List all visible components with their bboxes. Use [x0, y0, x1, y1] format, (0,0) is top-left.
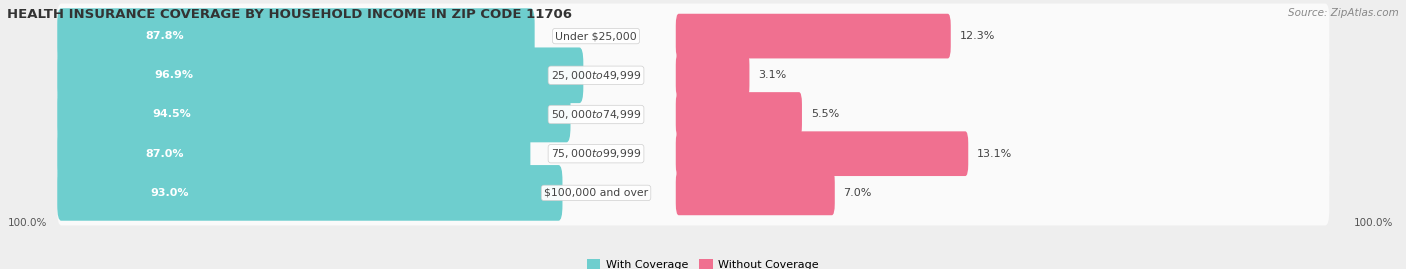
- FancyBboxPatch shape: [676, 131, 969, 176]
- Text: 100.0%: 100.0%: [7, 218, 46, 228]
- FancyBboxPatch shape: [58, 87, 571, 142]
- Text: $50,000 to $74,999: $50,000 to $74,999: [551, 108, 641, 121]
- FancyBboxPatch shape: [58, 126, 530, 182]
- Text: $75,000 to $99,999: $75,000 to $99,999: [551, 147, 641, 160]
- FancyBboxPatch shape: [676, 171, 835, 215]
- Text: 3.1%: 3.1%: [758, 70, 786, 80]
- Text: 13.1%: 13.1%: [977, 149, 1012, 159]
- Text: 93.0%: 93.0%: [150, 188, 190, 198]
- Text: 12.3%: 12.3%: [959, 31, 995, 41]
- Text: 96.9%: 96.9%: [155, 70, 194, 80]
- Text: 87.8%: 87.8%: [146, 31, 184, 41]
- FancyBboxPatch shape: [58, 8, 534, 64]
- Text: 94.5%: 94.5%: [152, 109, 191, 119]
- FancyBboxPatch shape: [58, 47, 583, 103]
- FancyBboxPatch shape: [58, 121, 1329, 186]
- Text: $25,000 to $49,999: $25,000 to $49,999: [551, 69, 641, 82]
- Text: 100.0%: 100.0%: [1354, 218, 1393, 228]
- FancyBboxPatch shape: [58, 82, 1329, 147]
- FancyBboxPatch shape: [58, 165, 562, 221]
- Text: HEALTH INSURANCE COVERAGE BY HOUSEHOLD INCOME IN ZIP CODE 11706: HEALTH INSURANCE COVERAGE BY HOUSEHOLD I…: [7, 8, 572, 21]
- Legend: With Coverage, Without Coverage: With Coverage, Without Coverage: [588, 259, 818, 269]
- FancyBboxPatch shape: [676, 53, 749, 98]
- FancyBboxPatch shape: [58, 3, 1329, 69]
- FancyBboxPatch shape: [58, 160, 1329, 225]
- FancyBboxPatch shape: [676, 14, 950, 58]
- Text: 87.0%: 87.0%: [145, 149, 183, 159]
- Text: $100,000 and over: $100,000 and over: [544, 188, 648, 198]
- FancyBboxPatch shape: [676, 92, 801, 137]
- Text: Source: ZipAtlas.com: Source: ZipAtlas.com: [1288, 8, 1399, 18]
- FancyBboxPatch shape: [58, 43, 1329, 108]
- Text: Under $25,000: Under $25,000: [555, 31, 637, 41]
- Text: 5.5%: 5.5%: [811, 109, 839, 119]
- Text: 7.0%: 7.0%: [844, 188, 872, 198]
